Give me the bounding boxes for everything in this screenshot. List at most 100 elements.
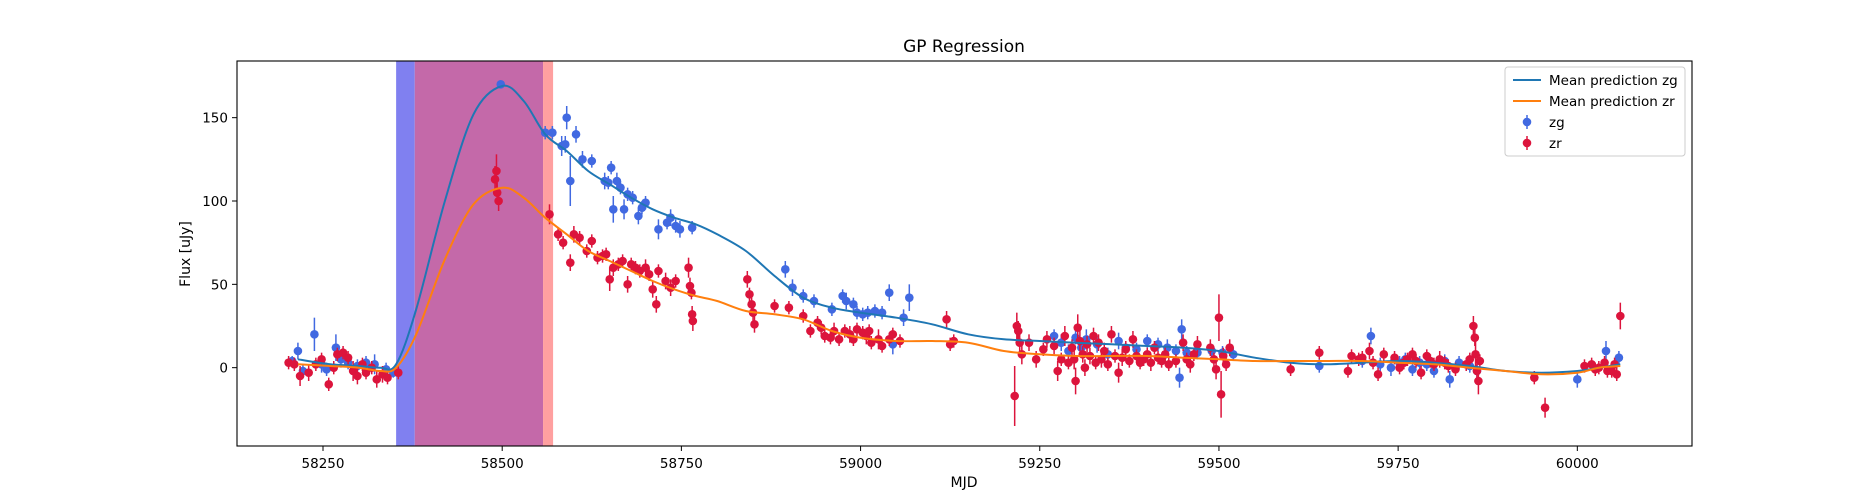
point-zg-40 (675, 225, 685, 234)
point-zr-149 (1343, 366, 1353, 376)
point-zr-87 (1010, 391, 1019, 401)
point-zr-148 (1314, 348, 1324, 357)
point-zg-88 (1408, 365, 1417, 374)
point-zr-47 (654, 266, 663, 276)
point-zr-5 (317, 355, 326, 364)
point-zr-91 (1017, 350, 1027, 359)
point-zr-114 (1099, 346, 1109, 356)
point-zr-56 (743, 275, 752, 284)
x-tick-label-6: 59750 (1377, 456, 1420, 472)
point-zr-31 (587, 236, 597, 246)
point-zg-19 (562, 113, 572, 122)
point-zg-48 (841, 296, 851, 306)
point-zr-21 (492, 166, 501, 176)
legend-label-3: zr (1549, 136, 1562, 152)
legend-label-1: Mean prediction zr (1549, 94, 1675, 110)
point-zr-180 (1540, 403, 1550, 412)
point-zr-10 (343, 353, 353, 362)
point-zg-36 (654, 225, 663, 234)
point-zr-45 (648, 285, 658, 294)
point-zr-141 (1211, 365, 1221, 374)
point-zg-55 (884, 288, 894, 297)
point-zr-25 (553, 230, 563, 239)
point-zg-27 (608, 205, 618, 214)
point-zr-62 (784, 303, 794, 312)
point-zg-97 (1573, 375, 1582, 384)
point-zr-50 (671, 276, 680, 286)
point-zg-16 (548, 128, 557, 137)
point-zr-163 (1416, 368, 1426, 377)
point-zr-43 (641, 263, 650, 272)
point-zr-24 (545, 210, 554, 219)
point-zr-38 (618, 256, 627, 266)
point-zr-77 (864, 326, 874, 336)
point-zr-137 (1189, 350, 1199, 359)
point-zr-84 (942, 315, 951, 324)
point-zr-35 (605, 275, 615, 284)
point-zr-2 (295, 371, 305, 381)
point-zr-181 (1580, 361, 1589, 371)
point-zr-118 (1114, 368, 1123, 377)
point-zr-102 (1069, 355, 1079, 364)
point-zr-23 (494, 196, 503, 206)
point-zr-14 (361, 368, 371, 377)
x-tick-label-3: 59000 (839, 456, 882, 472)
y-axis: 0 50 100 150 (202, 111, 237, 377)
point-zg-28 (612, 176, 622, 186)
y-tick-label-3: 150 (202, 111, 228, 127)
point-zg-33 (634, 211, 643, 221)
point-zg-73 (1171, 346, 1181, 356)
point-zr-128 (1150, 343, 1159, 352)
legend-swatch-2 (1522, 117, 1532, 127)
x-axis: 58250 58500 58750 59000 59250 59500 59750 60000 (302, 446, 1599, 472)
point-zr-161 (1408, 350, 1417, 359)
point-zr-60 (750, 320, 759, 329)
point-zr-101 (1067, 343, 1077, 352)
point-zr-156 (1379, 350, 1389, 359)
legend-box (1504, 66, 1686, 157)
point-zg-93 (1445, 375, 1455, 384)
point-zg-5 (322, 365, 331, 374)
point-zg-1 (293, 346, 303, 356)
point-zr-133 (1171, 356, 1181, 366)
point-zr-155 (1373, 370, 1383, 379)
point-zr-153 (1365, 346, 1374, 356)
point-zr-175 (1471, 350, 1480, 359)
y-tick-label-2: 100 (202, 194, 228, 210)
point-zr-34 (601, 250, 611, 259)
point-zr-3 (304, 368, 313, 377)
point-zg-59 (1049, 331, 1059, 341)
plot-frame (236, 60, 1693, 447)
point-zg-67 (1114, 336, 1123, 346)
point-zr-26 (558, 238, 568, 247)
point-zr-178 (1475, 356, 1485, 366)
point-zg-41 (687, 223, 697, 232)
point-zr-145 (1221, 360, 1231, 369)
point-zg-70 (1142, 336, 1152, 346)
point-zg-3 (310, 330, 319, 339)
point-zr-94 (1039, 345, 1048, 354)
point-zr-107 (1080, 363, 1090, 372)
point-zr-44 (644, 270, 654, 279)
shaded-region-2 (543, 61, 554, 446)
point-zg-18 (560, 140, 570, 149)
point-zr-1 (290, 360, 299, 369)
y-axis-label: Flux [uJy] (178, 221, 194, 287)
x-tick-label-4: 59250 (1018, 456, 1061, 472)
point-zr-172 (1465, 355, 1475, 364)
point-zr-57 (745, 290, 754, 299)
point-zr-110 (1089, 331, 1098, 341)
legend-swatch-3 (1522, 138, 1532, 148)
point-zr-132 (1164, 360, 1174, 369)
point-zg-30 (619, 205, 629, 214)
point-zr-82 (888, 330, 898, 339)
point-zr-173 (1469, 321, 1478, 331)
point-zg-26 (606, 163, 616, 172)
line-1 (297, 186, 1621, 376)
point-zr-93 (1031, 355, 1041, 364)
chart-title: GP Regression (903, 37, 1025, 57)
point-zr-138 (1193, 340, 1202, 349)
legend: Mean prediction zg Mean prediction zr zg zr (1504, 66, 1686, 157)
point-zr-152 (1357, 353, 1367, 362)
point-zr-143 (1216, 390, 1226, 399)
